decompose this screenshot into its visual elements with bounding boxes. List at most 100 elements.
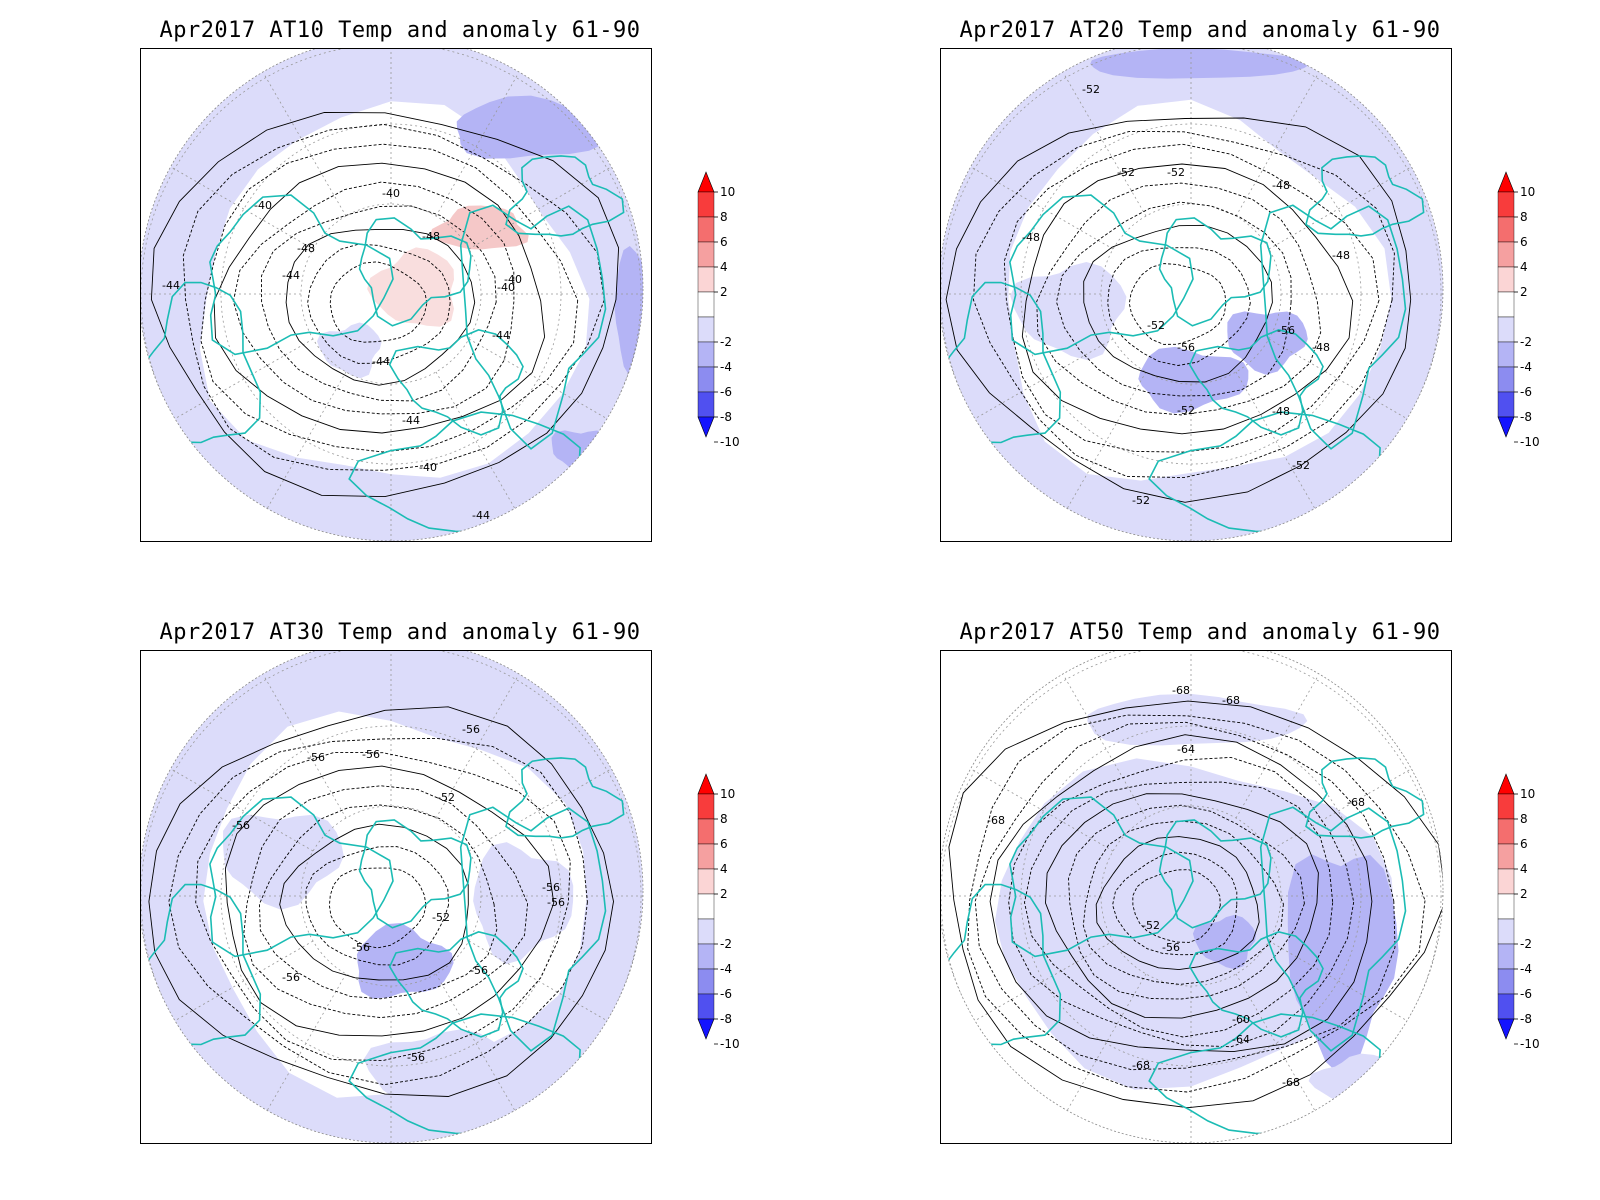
- map-disk: [941, 49, 1443, 541]
- panel-at10: Apr2017 AT10 Temp and anomaly 61-90 -40-…: [140, 18, 900, 578]
- colorbar-label: 10: [720, 185, 735, 199]
- colorbar-segment: [1497, 291, 1515, 318]
- colorbar-segment: [1497, 793, 1515, 820]
- anomaly-colorbar: 10 8 6 4 2 -2 -4 -6 -8 -10: [1488, 770, 1568, 1060]
- contour-label: -40: [419, 461, 437, 474]
- coastline: [358, 217, 472, 327]
- temperature-isoline: [1045, 793, 1319, 1019]
- contour-label: -56: [362, 748, 380, 761]
- contour-label: -56: [407, 1051, 425, 1064]
- temperature-isoline: [329, 261, 428, 343]
- meridian-line: [172, 940, 314, 1023]
- colorbar-segment: [1497, 266, 1515, 293]
- contour-label: -68: [1132, 1059, 1150, 1072]
- coastline: [388, 329, 524, 436]
- contour-label: -48: [1332, 249, 1350, 262]
- meridian-line: [468, 167, 610, 250]
- disk-outline: [941, 651, 1444, 1143]
- coastline: [1009, 796, 1194, 958]
- temperature-isoline: [148, 706, 614, 1097]
- coastline: [1009, 194, 1194, 356]
- contour-label: -60: [1232, 1013, 1250, 1026]
- panel-title: Apr2017 AT20 Temp and anomaly 61-90: [959, 18, 1441, 43]
- panel-title: Apr2017 AT50 Temp and anomaly 61-90: [959, 620, 1441, 645]
- colorbar-segment: [697, 818, 715, 845]
- colorbar-segment: [1497, 818, 1515, 845]
- contour-label: -52: [1147, 319, 1165, 332]
- meridian-line: [1064, 75, 1147, 217]
- coastline: [459, 204, 607, 450]
- polar-map: -52 -52 -52 -48 -48 -48 -52 -56 -48 -56 -48 -52 -52 -…: [940, 48, 1452, 542]
- panel-at20: Apr2017 AT20 Temp and anomaly 61-90 -52 -…: [940, 18, 1600, 578]
- contour-label: -56: [1162, 941, 1180, 954]
- colorbar-label: 4: [720, 862, 728, 876]
- temperature-isoline: [1068, 804, 1305, 1000]
- meridian-line: [972, 769, 1114, 852]
- colorbar-label: -10: [720, 1037, 740, 1051]
- temperature-isoline: [182, 124, 605, 471]
- colorbar-label: -8: [720, 410, 732, 424]
- contour-label: -48: [422, 230, 440, 243]
- temperature-isoline: [150, 111, 620, 498]
- meridian-line: [1064, 371, 1147, 513]
- temperature-isoline: [1082, 820, 1284, 985]
- colorbar-segment: [1497, 893, 1515, 920]
- meridian-line: [972, 338, 1114, 421]
- disk-outline: [941, 49, 1444, 541]
- coastline: [1259, 204, 1407, 450]
- contour-label: -52: [1142, 919, 1160, 932]
- coastline: [941, 281, 1062, 444]
- anomaly-shading: [473, 842, 574, 965]
- contour-label: -56: [232, 819, 250, 832]
- colorbar-segment: [1497, 968, 1515, 995]
- anomaly-colorbar: 10 8 6 4 2 -2 -4 -6 -8 -10: [688, 168, 768, 458]
- disk-outline: [141, 49, 644, 541]
- colorbar-segment: [697, 843, 715, 870]
- contour-label: -52: [1132, 494, 1150, 507]
- meridian-line: [972, 167, 1114, 250]
- contour-label: -68: [1347, 796, 1365, 809]
- temperature-isoline: [967, 714, 1426, 1093]
- meridian-line: [264, 677, 347, 819]
- colorbar-segment: [697, 993, 715, 1020]
- meridian-line: [172, 338, 314, 421]
- colorbar-label: -4: [720, 962, 732, 976]
- temperature-isoline: [1128, 263, 1227, 345]
- colorbar-segment: [697, 391, 715, 418]
- colorbar-label: 6: [1520, 837, 1528, 851]
- colorbar-label: -10: [1520, 435, 1540, 449]
- colorbar-label: -8: [1520, 410, 1532, 424]
- colorbar-min-arrow: [697, 1018, 715, 1040]
- contour-label: -68: [1282, 1076, 1300, 1089]
- coastline: [1158, 819, 1272, 929]
- colorbar-label: 10: [720, 787, 735, 801]
- colorbar-segment: [1497, 341, 1515, 368]
- coastline: [1188, 931, 1324, 1038]
- coastline: [505, 757, 625, 839]
- meridian-line: [1064, 973, 1147, 1115]
- contour-label: -56: [1277, 324, 1295, 337]
- colorbar-label: 6: [720, 837, 728, 851]
- meridian-line: [1235, 371, 1318, 513]
- contour-label: -56: [307, 751, 325, 764]
- colorbar-label: 8: [720, 210, 728, 224]
- colorbar-segment: [1497, 366, 1515, 393]
- colorbar-segment: [697, 918, 715, 945]
- temperature-isoline: [285, 228, 476, 386]
- anomaly-shading: [367, 247, 454, 327]
- contour-label: -52: [1117, 166, 1135, 179]
- colorbar-label: 8: [1520, 210, 1528, 224]
- colorbar-label: -6: [720, 385, 732, 399]
- temperature-isoline: [195, 751, 571, 1061]
- colorbar-segment: [1497, 241, 1515, 268]
- contour-label: -52: [1082, 83, 1100, 96]
- contour-label: -52: [1292, 459, 1310, 472]
- temperature-isoline: [1095, 836, 1260, 971]
- contour-label: -52: [437, 791, 455, 804]
- colorbar-segment: [1497, 843, 1515, 870]
- contour-label: -64: [1232, 1033, 1250, 1046]
- colorbar-min-arrow: [697, 416, 715, 438]
- contour-label: -56: [352, 941, 370, 954]
- colorbar-label: 8: [720, 812, 728, 826]
- temperature-isoline: [232, 181, 515, 415]
